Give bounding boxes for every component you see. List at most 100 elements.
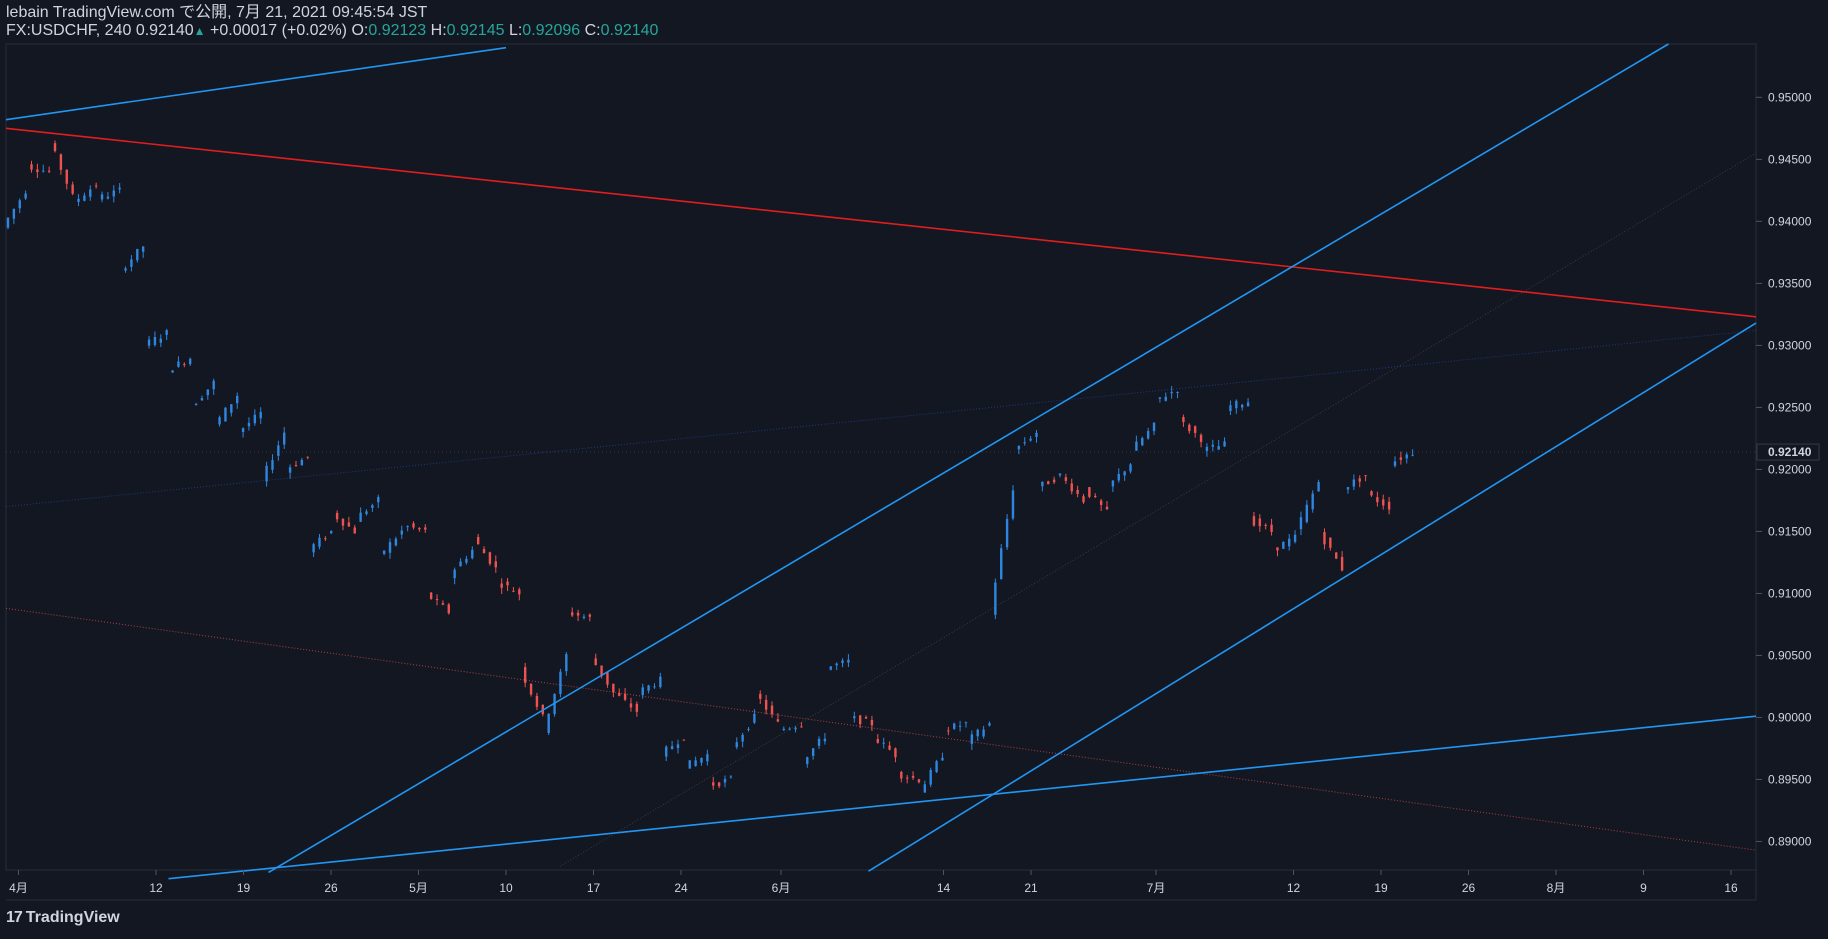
- ohlc-line: FX:USDCHF, 240 0.92140▲ +0.00017 (+0.02%…: [6, 22, 658, 40]
- price-tick-label: 0.90000: [1768, 710, 1812, 724]
- time-axis: 4月 12 19 26 5月 10 17 24 6月 14 21 7月 12 19 26 8月 9 16: [9, 870, 1738, 895]
- candle-body: [406, 526, 409, 528]
- candle-body: [159, 338, 163, 343]
- candle-body: [806, 757, 809, 765]
- publish-line: lebain TradingView.com で公開, 7月 21, 2021 …: [6, 4, 428, 21]
- candle-body: [1058, 473, 1062, 476]
- candle-body: [294, 465, 298, 467]
- candle-body: [1064, 477, 1068, 481]
- candle-body: [688, 760, 691, 769]
- helper-lines: [5, 152, 1757, 867]
- candle-body: [94, 185, 98, 187]
- candle-body: [1217, 446, 1220, 450]
- candle-body: [177, 361, 180, 367]
- candle-body: [594, 658, 597, 666]
- open-label: O:: [351, 22, 369, 39]
- candle-body: [1305, 504, 1309, 523]
- candle-body: [776, 719, 780, 722]
- time-tick-label: 10: [499, 881, 513, 895]
- candle-body: [136, 248, 139, 261]
- candle-body: [1211, 444, 1215, 447]
- candle-body: [676, 744, 680, 749]
- candle-body: [1052, 479, 1056, 483]
- candle-body: [171, 370, 174, 373]
- blue-trendline: [268, 43, 1669, 874]
- candle-body: [236, 395, 239, 404]
- candle-body: [1376, 497, 1379, 503]
- candle-body: [265, 465, 268, 482]
- candle-body: [1293, 534, 1297, 542]
- candle-body: [365, 511, 368, 515]
- candle-body: [706, 754, 709, 762]
- price-tick-label: 0.95000: [1768, 90, 1812, 104]
- candle-body: [1264, 524, 1267, 526]
- candle-body: [377, 497, 380, 503]
- candle-body: [394, 538, 398, 546]
- candles: [6, 140, 1414, 793]
- price-tick-label: 0.89000: [1768, 834, 1812, 848]
- close-value: 0.92140: [600, 22, 659, 39]
- brand-label: TradingView: [25, 909, 120, 926]
- candle-body: [1270, 524, 1273, 532]
- candle-body: [83, 195, 86, 201]
- candle-body: [1411, 454, 1414, 456]
- candle-body: [665, 746, 668, 757]
- candle-body: [782, 728, 785, 731]
- dotted-red-line: [5, 607, 1757, 851]
- candle-body: [864, 717, 868, 719]
- candle-body: [929, 769, 932, 785]
- current-price-badge: [1756, 443, 1820, 461]
- candle-body: [1205, 446, 1209, 451]
- candle-body: [1346, 487, 1350, 490]
- candle-body: [853, 716, 856, 719]
- candle-body: [817, 738, 821, 746]
- last-price: 0.92140: [135, 22, 194, 39]
- candle-body: [905, 777, 909, 779]
- candle-body: [588, 614, 592, 617]
- chart-header: lebain TradingView.com で公開, 7月 21, 2021 …: [6, 4, 658, 40]
- candle-body: [1029, 438, 1032, 441]
- time-tick-label: 19: [237, 881, 251, 895]
- price-tick-label: 0.93500: [1768, 276, 1812, 290]
- candle-body: [647, 685, 650, 691]
- candle-body: [112, 190, 115, 197]
- candle-body: [712, 782, 715, 786]
- candle-body: [571, 612, 574, 616]
- candle-body: [923, 784, 927, 793]
- tradingview-brand: 17 TradingView: [6, 909, 120, 927]
- candle-body: [359, 512, 362, 522]
- time-tick-label: 5月: [409, 881, 428, 895]
- candle-body: [1105, 506, 1109, 510]
- candle-body: [847, 659, 850, 663]
- candle-body: [1370, 491, 1373, 496]
- candle-body: [1076, 489, 1079, 494]
- candle-body: [717, 782, 721, 787]
- time-tick-label: 26: [1462, 881, 1476, 895]
- candle-body: [1240, 404, 1244, 408]
- candle-body: [512, 590, 515, 592]
- candle-body: [811, 748, 815, 756]
- candle-body: [47, 170, 51, 172]
- candle-body: [1223, 441, 1226, 447]
- candle-body: [1000, 548, 1003, 579]
- trendlines: [5, 43, 1757, 880]
- candle-body: [59, 154, 63, 170]
- candle-body: [1393, 461, 1397, 466]
- candle-body: [911, 775, 915, 778]
- candle-body: [1082, 496, 1085, 503]
- candle-body: [576, 612, 580, 616]
- price-axis: 0.95000 0.94500 0.94000 0.93500 0.93000 0.925…: [1756, 90, 1812, 848]
- candle-body: [471, 549, 474, 559]
- candle-body: [735, 742, 738, 748]
- candle-body: [1047, 481, 1050, 485]
- candle-body: [1329, 537, 1332, 548]
- candle-body: [741, 734, 744, 742]
- candle-body: [1005, 518, 1009, 548]
- candle-body: [1152, 422, 1156, 432]
- candle-body: [882, 742, 885, 744]
- candle-body: [964, 722, 968, 724]
- low-value: 0.92096: [522, 22, 581, 39]
- candle-body: [582, 616, 586, 619]
- candle-body: [694, 760, 697, 766]
